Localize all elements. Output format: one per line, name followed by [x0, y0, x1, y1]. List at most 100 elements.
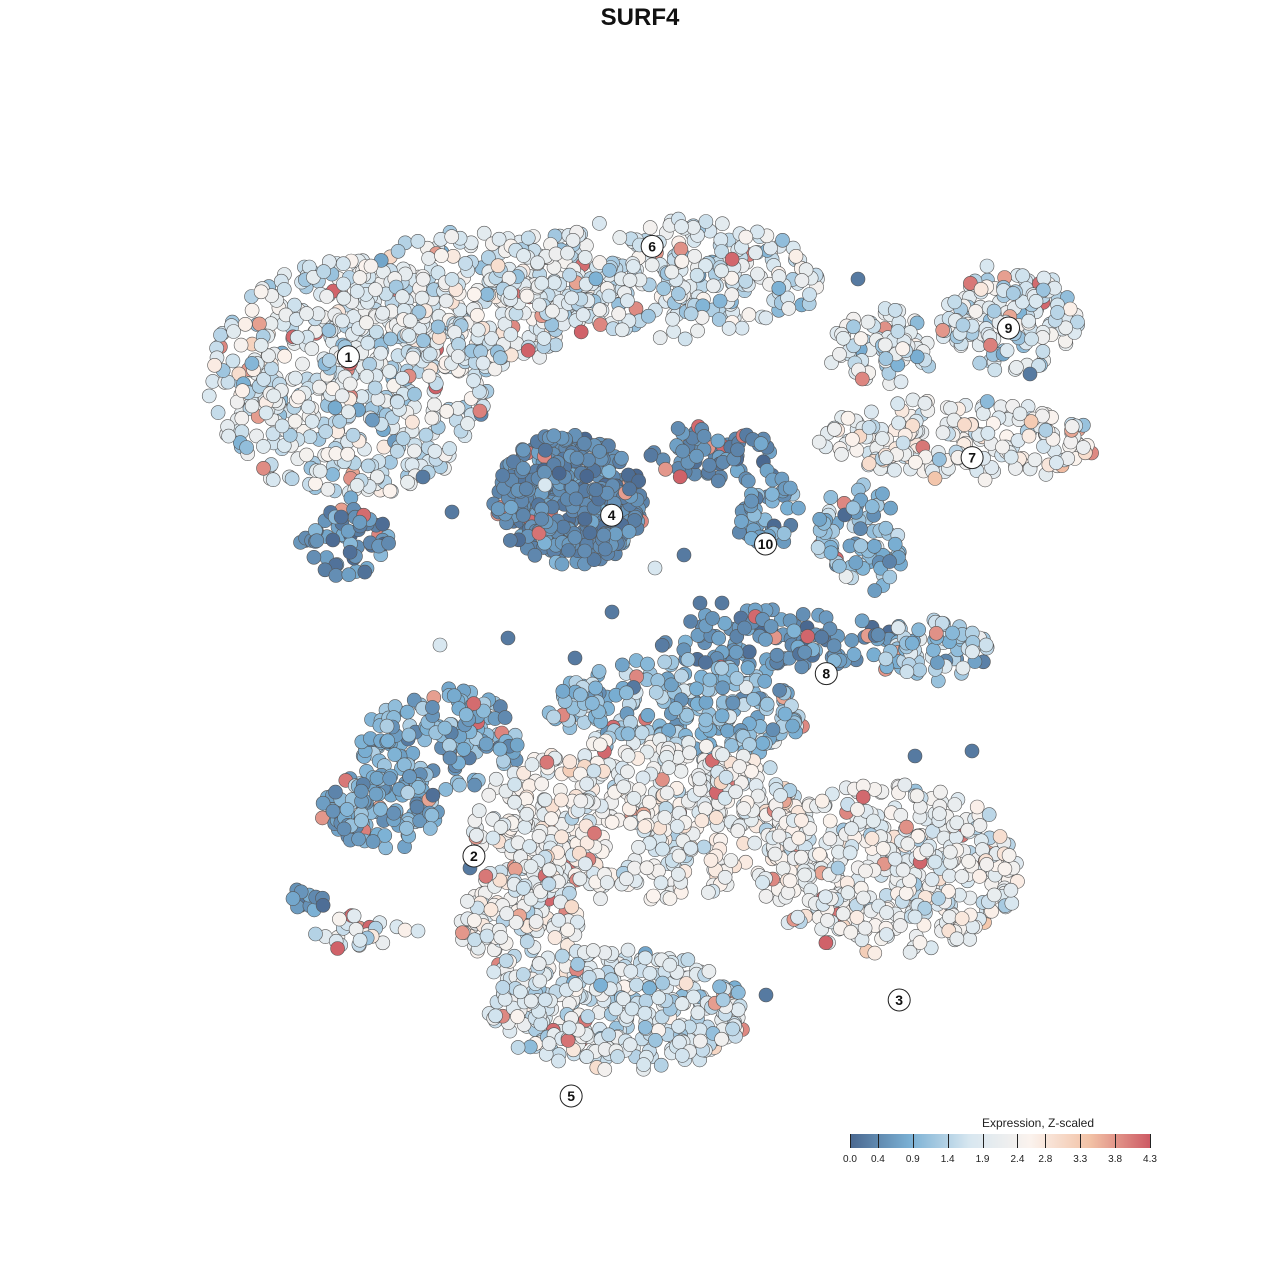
data-point — [592, 302, 608, 318]
data-point — [1035, 344, 1051, 359]
data-point — [942, 909, 957, 925]
data-point — [1021, 428, 1037, 444]
data-point — [957, 417, 972, 433]
data-point — [546, 428, 562, 444]
data-point — [568, 491, 584, 507]
data-point — [857, 920, 873, 936]
data-point — [597, 1062, 613, 1077]
data-point — [491, 231, 507, 247]
data-point — [341, 567, 357, 583]
data-point — [564, 290, 579, 306]
data-point — [771, 280, 787, 296]
data-point — [860, 314, 876, 330]
data-point — [692, 1033, 708, 1049]
data-point — [295, 356, 310, 372]
data-point — [794, 273, 810, 288]
data-point — [400, 785, 416, 800]
data-point — [930, 655, 945, 670]
data-point — [931, 891, 946, 906]
data-point — [729, 671, 745, 686]
data-point — [941, 883, 956, 899]
data-point — [498, 953, 514, 969]
data-point — [814, 629, 829, 645]
data-point — [893, 807, 909, 823]
data-point — [827, 421, 842, 437]
data-point — [986, 303, 1002, 319]
data-point — [437, 720, 453, 736]
data-point — [753, 436, 769, 451]
data-point — [276, 282, 292, 297]
data-point — [469, 827, 484, 843]
data-point — [367, 380, 383, 396]
data-point — [861, 420, 877, 435]
data-point — [466, 373, 481, 388]
data-point — [907, 909, 923, 925]
data-point — [382, 364, 397, 379]
data-point — [333, 509, 349, 525]
data-point — [624, 1001, 640, 1017]
data-point — [500, 630, 516, 646]
data-point — [763, 619, 779, 634]
legend-tick-mark — [1080, 1134, 1082, 1148]
data-point — [422, 821, 438, 836]
data-point — [287, 413, 303, 429]
data-point — [325, 803, 341, 819]
data-point — [899, 664, 915, 680]
data-point — [750, 266, 765, 282]
data-point — [467, 932, 483, 948]
data-point — [720, 723, 736, 739]
data-point — [728, 784, 743, 800]
data-point — [812, 511, 828, 527]
data-point — [572, 871, 588, 887]
svg-text:3: 3 — [895, 992, 903, 1008]
data-point — [490, 501, 506, 517]
svg-text:2: 2 — [470, 848, 478, 864]
data-point — [545, 303, 560, 319]
data-point — [577, 856, 593, 872]
data-point — [339, 802, 355, 817]
data-point — [663, 677, 679, 693]
data-point — [304, 341, 320, 357]
data-point — [238, 316, 253, 332]
data-point — [424, 410, 440, 426]
data-point — [351, 831, 366, 847]
data-point — [823, 490, 839, 505]
data-point — [531, 525, 547, 541]
legend-tick-mark — [912, 1134, 914, 1148]
data-point — [410, 234, 426, 249]
data-point — [522, 1039, 538, 1055]
data-point — [522, 839, 537, 854]
legend-color-bar — [850, 1134, 1150, 1148]
data-point — [484, 331, 499, 346]
data-point — [643, 447, 659, 463]
data-point — [907, 748, 923, 764]
data-point — [207, 357, 222, 373]
cluster-label-7: 7 — [960, 446, 984, 470]
data-point — [738, 229, 754, 245]
data-point — [225, 353, 241, 369]
data-point — [532, 973, 548, 989]
data-point — [383, 331, 398, 347]
data-point — [373, 345, 389, 361]
data-point — [710, 433, 726, 449]
data-point — [714, 263, 729, 279]
data-point — [641, 308, 656, 324]
data-point — [644, 257, 660, 273]
data-point — [573, 687, 588, 703]
data-point — [854, 371, 870, 387]
data-point — [495, 468, 510, 483]
data-point — [878, 520, 894, 536]
data-point — [519, 806, 535, 822]
data-point — [444, 504, 460, 520]
data-point — [515, 880, 531, 896]
data-point — [460, 416, 475, 431]
data-point — [1003, 882, 1019, 898]
data-point — [790, 909, 806, 925]
data-point — [584, 695, 600, 711]
data-point — [973, 281, 989, 297]
data-point — [537, 465, 552, 480]
data-point — [656, 281, 672, 296]
data-point — [249, 428, 264, 444]
data-point — [968, 304, 984, 319]
data-point — [602, 262, 617, 278]
